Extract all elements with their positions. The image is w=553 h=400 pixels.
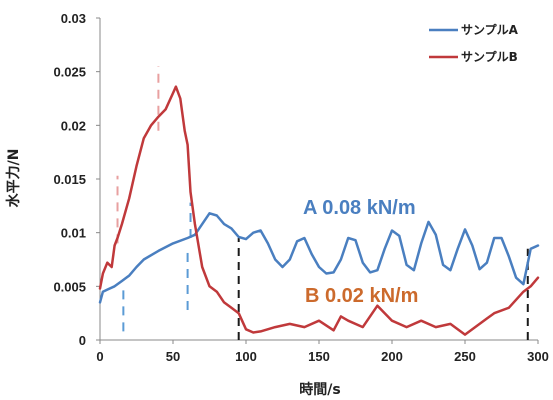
x-tick-label: 250 <box>454 349 476 364</box>
x-axis-label: 時間/s <box>299 381 340 398</box>
y-tick-label: 0.005 <box>53 279 86 294</box>
x-tick-label: 150 <box>308 349 330 364</box>
annotation-b: B 0.02 kN/m <box>305 285 418 307</box>
y-axis-label: 水平力/N <box>5 149 22 208</box>
y-tick-label: 0.01 <box>61 226 86 241</box>
x-tick-label: 100 <box>235 349 257 364</box>
tick-labels: 0 0.005 0.01 0.015 0.02 0.025 0.03 0 50 100 150 200… <box>53 11 548 364</box>
series-line-b <box>98 85 540 336</box>
legend: サンプルA サンプルB <box>429 22 519 64</box>
x-tick-label: 50 <box>166 349 180 364</box>
y-tick-label: 0.025 <box>53 65 86 80</box>
y-tick-label: 0 <box>79 333 86 348</box>
x-tick-label: 0 <box>96 349 103 364</box>
annotation-a: A 0.08 kN/m <box>303 197 416 219</box>
x-tick-label: 200 <box>381 349 403 364</box>
y-tick-label: 0.02 <box>61 118 86 133</box>
y-tick-label: 0.015 <box>53 172 86 187</box>
legend-label-b: サンプルB <box>461 49 518 64</box>
series-lines <box>98 85 540 336</box>
series-line-a <box>98 212 540 304</box>
legend-label-a: サンプルA <box>461 22 519 37</box>
marker-lines <box>116 66 529 340</box>
x-tick-label: 300 <box>527 349 549 364</box>
y-tick-label: 0.03 <box>61 11 86 26</box>
